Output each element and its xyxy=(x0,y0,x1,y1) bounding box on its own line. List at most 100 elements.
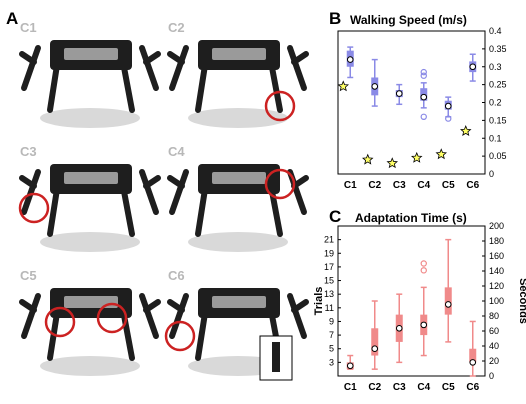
robot-photo: C5 xyxy=(19,268,161,376)
inset-leg xyxy=(272,342,280,372)
seconds-tick-label: 180 xyxy=(489,236,504,246)
robot-shadow xyxy=(40,232,140,252)
category-label: C4 xyxy=(417,180,430,191)
seconds-tick-label: 20 xyxy=(489,356,499,366)
damage-circle xyxy=(18,192,50,224)
panel-c-letter: C xyxy=(329,207,341,226)
y-tick-label: 0 xyxy=(489,169,494,179)
seconds-tick-label: 120 xyxy=(489,281,504,291)
robot-photo: C6 xyxy=(164,268,309,381)
speed-box-c6 xyxy=(469,53,477,82)
y-tick-label: 0.2 xyxy=(489,98,502,108)
robot-photo: C1 xyxy=(19,20,161,128)
y-tick-label: 0.3 xyxy=(489,62,502,72)
robot-plate xyxy=(64,48,118,60)
adaptation-time-categories: C1 C2 C3 C4 C5 C6 xyxy=(344,382,480,393)
outlier-marker xyxy=(420,72,427,79)
time-box-c4 xyxy=(420,260,428,357)
seconds-tick-label: 60 xyxy=(489,326,499,336)
robot-leg xyxy=(167,51,185,65)
robot-leg xyxy=(139,169,159,215)
trials-tick-label: 15 xyxy=(324,276,334,286)
robot-leg xyxy=(19,299,37,313)
box-body xyxy=(469,348,477,363)
panel-b-letter: B xyxy=(329,9,341,28)
seconds-tick-label: 200 xyxy=(489,221,504,231)
mean-marker xyxy=(444,102,452,110)
time-box-c5 xyxy=(444,238,452,343)
trials-tick-label: 13 xyxy=(324,289,334,299)
robot-shadow xyxy=(40,108,140,128)
damage-circle xyxy=(44,306,76,338)
robot-photo: C3 xyxy=(18,144,161,252)
robot-photo: C2 xyxy=(167,20,309,128)
panel-a-letter: A xyxy=(6,9,18,28)
mean-marker xyxy=(469,63,477,71)
outlier-marker xyxy=(420,260,427,267)
robot-shadow xyxy=(40,356,140,376)
time-box-c6 xyxy=(469,320,477,377)
robot-plate xyxy=(212,296,266,308)
robot-leg xyxy=(21,45,41,91)
robot-leg xyxy=(143,175,161,189)
speed-box-c3 xyxy=(395,83,403,106)
adaptation-time-trials-ticks: 3 5 7 9 11 13 15 17 19 21 xyxy=(324,235,341,367)
mean-marker xyxy=(444,301,452,308)
seconds-tick-label: 100 xyxy=(489,296,504,306)
trials-tick-label: 11 xyxy=(325,303,334,313)
robot-leg xyxy=(21,169,41,215)
photo-case-label: C5 xyxy=(20,268,37,283)
category-label: C3 xyxy=(393,180,406,191)
robot-plate xyxy=(212,48,266,60)
trials-tick-label: 5 xyxy=(329,344,334,354)
robot-leg xyxy=(291,175,309,189)
mean-marker xyxy=(469,359,477,366)
adaptation-time-marks xyxy=(346,238,477,377)
mean-marker xyxy=(346,56,354,63)
category-label: C3 xyxy=(393,382,406,393)
category-label: C6 xyxy=(466,180,479,191)
mean-marker xyxy=(395,324,403,332)
box-body xyxy=(371,328,379,356)
robot-leg xyxy=(169,293,189,339)
seconds-tick-label: 80 xyxy=(489,311,499,321)
walking-speed-chart: Walking Speed (m/s) 00.050.10.150.20.250… xyxy=(337,13,507,191)
robot-leg xyxy=(291,299,309,313)
walking-speed-categories: C1 C2 C3 C4 C5 C6 xyxy=(344,180,480,191)
walking-speed-marks xyxy=(337,46,477,169)
adaptation-time-seconds-ticks: 0 20 40 60 80 100 120 140 160 180 200 xyxy=(482,221,504,381)
mean-marker xyxy=(420,321,428,329)
robot-leg xyxy=(139,45,159,91)
outlier-marker xyxy=(420,267,427,274)
walking-speed-y-ticks: 0 0.05 0.1 0.15 0.2 0.25 0.3 0.35 0.4 xyxy=(482,26,507,179)
category-label: C2 xyxy=(368,382,381,393)
damage-circle xyxy=(264,168,296,200)
outlier-marker xyxy=(445,115,452,122)
speed-box-c1 xyxy=(346,46,354,79)
robot-plate xyxy=(64,296,118,308)
trials-tick-label: 3 xyxy=(329,357,334,367)
photo-case-label: C4 xyxy=(168,144,185,159)
seconds-tick-label: 40 xyxy=(489,341,499,351)
robot-shadow xyxy=(188,232,288,252)
robot-leg xyxy=(143,51,161,65)
category-label: C6 xyxy=(466,382,479,393)
damage-circle xyxy=(264,90,296,122)
photo-case-label: C2 xyxy=(168,20,185,35)
robot-leg xyxy=(291,51,309,65)
walking-speed-plot-frame xyxy=(337,30,486,175)
robot-shadow xyxy=(188,108,288,128)
adaptation-time-chart: Adaptation Time (s) 3 5 7 9 11 13 15 17 19 21 0 20… xyxy=(313,211,526,393)
robot-leg xyxy=(19,175,37,189)
seconds-axis-label: Seconds xyxy=(517,278,526,324)
robot-leg xyxy=(143,299,161,313)
walking-speed-title: Walking Speed (m/s) xyxy=(350,13,467,27)
reference-star xyxy=(410,151,423,163)
mean-marker xyxy=(371,345,379,353)
robot-leg xyxy=(287,45,307,91)
category-label: C4 xyxy=(417,382,430,393)
robot-leg xyxy=(19,51,37,65)
trials-tick-label: 17 xyxy=(324,262,334,272)
reference-star xyxy=(337,80,350,92)
